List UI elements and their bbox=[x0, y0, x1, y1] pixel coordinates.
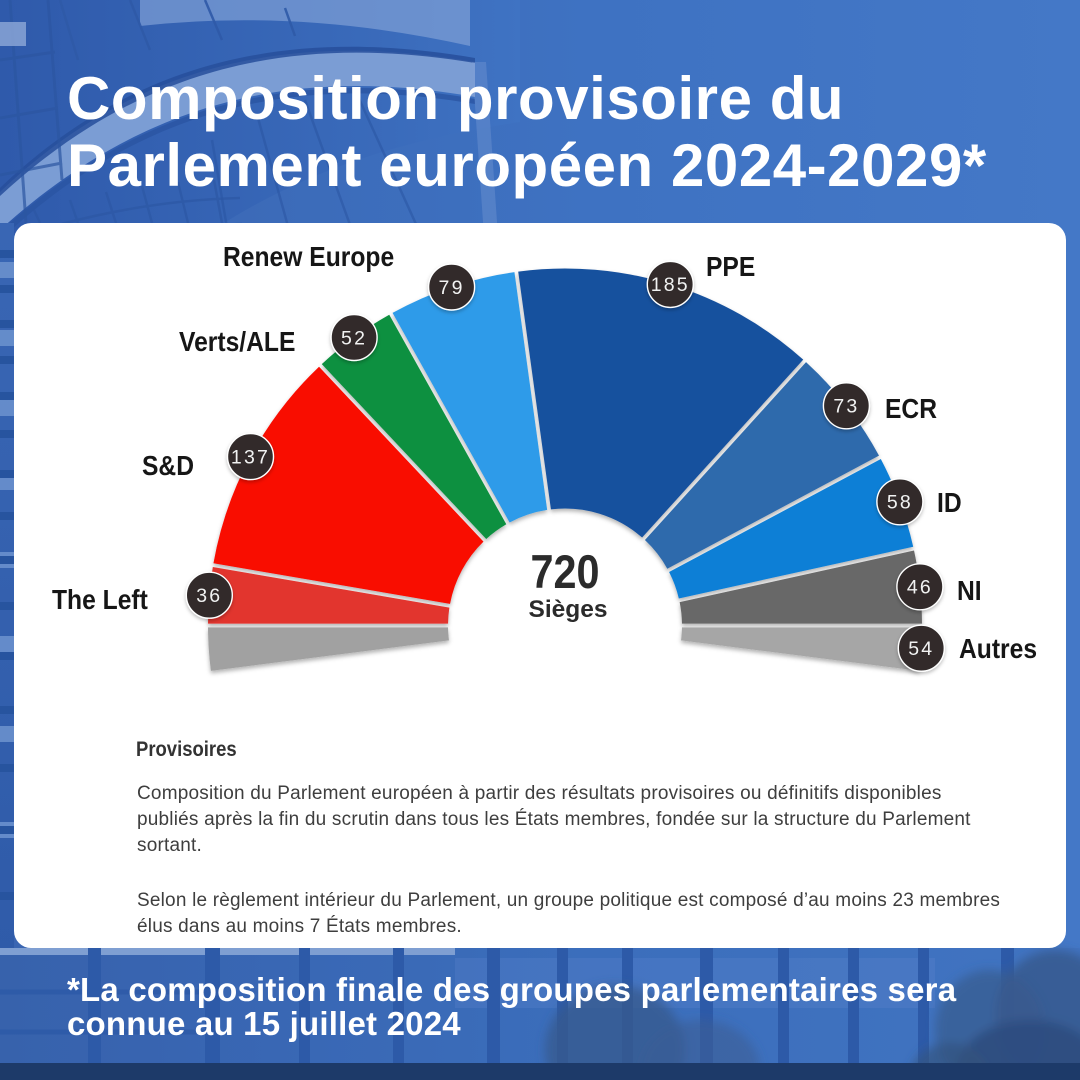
svg-text:79: 79 bbox=[439, 277, 465, 299]
svg-text:58: 58 bbox=[887, 492, 913, 514]
svg-text:73: 73 bbox=[833, 396, 859, 418]
svg-text:52: 52 bbox=[341, 327, 367, 349]
svg-text:54: 54 bbox=[908, 638, 934, 660]
svg-text:185: 185 bbox=[651, 274, 690, 296]
svg-text:137: 137 bbox=[231, 446, 270, 468]
svg-text:46: 46 bbox=[907, 577, 933, 599]
svg-text:36: 36 bbox=[196, 585, 222, 607]
